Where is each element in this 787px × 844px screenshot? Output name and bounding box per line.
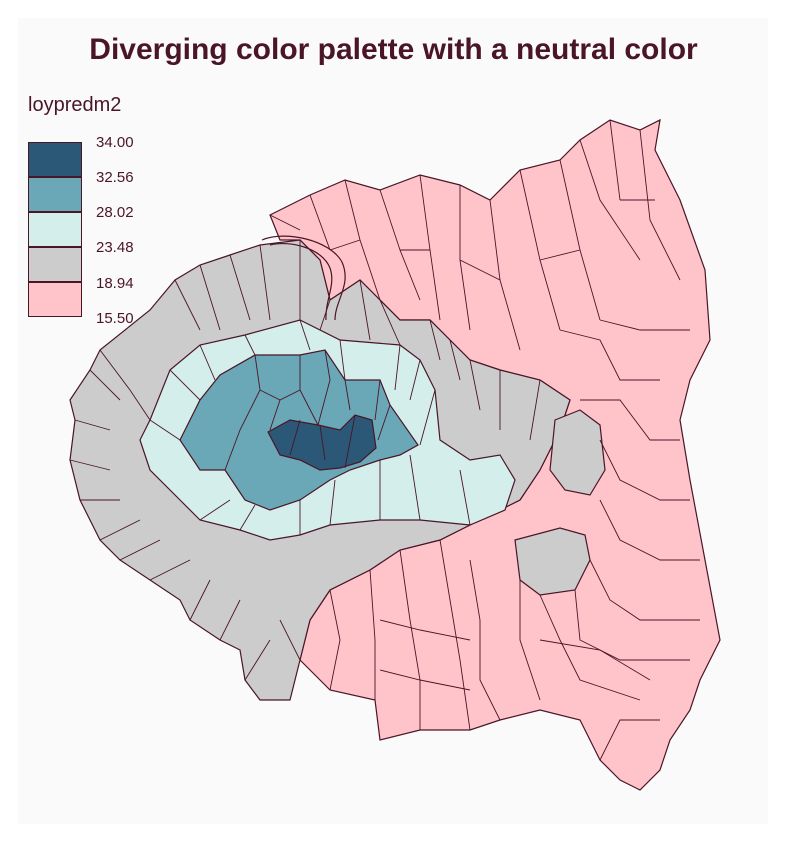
legend-swatch-class-5 <box>28 282 82 317</box>
legend-break-label: 15.50 <box>96 310 134 327</box>
legend-swatch-class-2 <box>28 177 82 212</box>
legend-break-label: 18.94 <box>96 275 134 292</box>
seine-loop <box>261 235 346 321</box>
legend-break-label: 32.56 <box>96 169 134 186</box>
map-title: Diverging color palette with a neutral c… <box>89 33 698 66</box>
legend-title: loypredm2 <box>28 94 122 116</box>
legend-break-label: 28.02 <box>96 204 134 221</box>
legend-break-label: 34.00 <box>96 134 134 151</box>
region-southeast-grey <box>514 527 591 596</box>
legend-swatch-class-4 <box>28 247 82 282</box>
legend-swatch-class-3 <box>28 212 82 247</box>
legend-swatch-class-1 <box>28 142 82 177</box>
commune-boundaries <box>69 119 700 761</box>
legend-break-label: 23.48 <box>96 239 134 256</box>
region-east-grey <box>549 409 606 496</box>
